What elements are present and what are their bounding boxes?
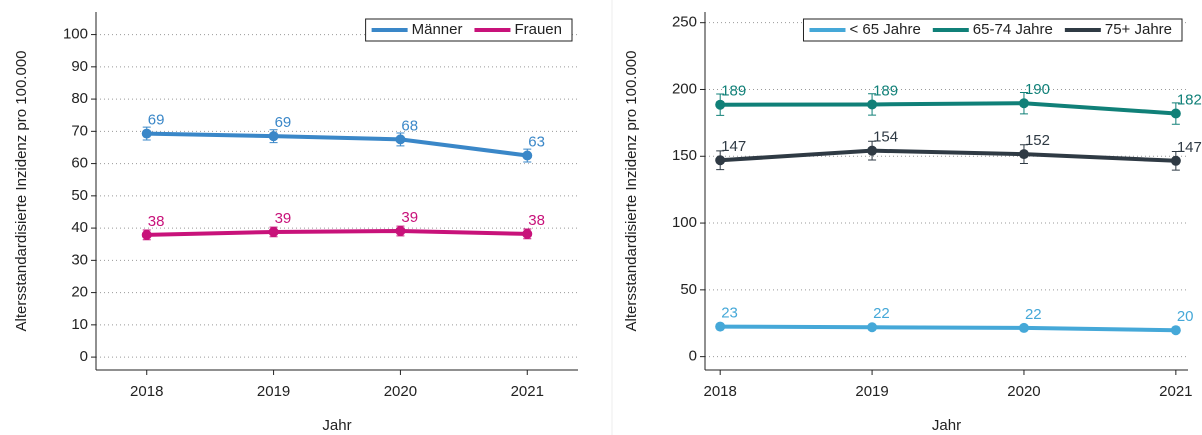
- series-line: [146, 131, 528, 158]
- x-tick-label: 2021: [511, 383, 544, 400]
- y-tick-label: 100: [63, 26, 88, 43]
- point: [1018, 322, 1029, 333]
- series-line: [146, 228, 528, 237]
- data-label: 189: [873, 82, 898, 99]
- point: [867, 322, 878, 333]
- point: [522, 228, 533, 239]
- x-tick-label: 2019: [855, 383, 888, 400]
- data-label: 68: [401, 117, 418, 134]
- data-label: 69: [275, 114, 292, 131]
- data-label: 147: [721, 138, 746, 155]
- series-line: [720, 324, 1176, 333]
- data-label: 190: [1025, 81, 1050, 98]
- data-label: 20: [1177, 308, 1194, 325]
- legend-label: 65-74 Jahre: [973, 21, 1053, 38]
- data-label: 152: [1025, 132, 1050, 149]
- data-label: 38: [528, 212, 545, 229]
- data-label: 22: [873, 305, 890, 322]
- x-tick-label: 2018: [704, 383, 737, 400]
- data-label: 63: [528, 133, 545, 150]
- point: [1170, 108, 1181, 119]
- point: [268, 226, 279, 237]
- legend: Männer Frauen: [365, 18, 573, 42]
- y-tick-label: 0: [80, 348, 88, 365]
- y-tick-label: 200: [672, 80, 697, 97]
- y-tick-label: 50: [680, 281, 697, 298]
- x-tick-label: 2021: [1159, 383, 1192, 400]
- x-tick-label: 2020: [1007, 383, 1040, 400]
- x-axis-label: Jahr: [932, 417, 961, 434]
- data-label: 154: [873, 129, 898, 146]
- point: [715, 99, 726, 110]
- y-tick-label: 100: [672, 214, 697, 231]
- y-tick-label: 0: [689, 348, 697, 365]
- point: [867, 145, 878, 156]
- series-line: [720, 148, 1176, 163]
- point: [141, 128, 152, 139]
- y-tick-label: 90: [71, 58, 88, 75]
- point: [1170, 325, 1181, 336]
- legend-label: < 65 Jahre: [849, 21, 920, 38]
- data-label: 189: [721, 83, 746, 100]
- data-label: 39: [401, 209, 418, 226]
- y-tick-label: 10: [71, 316, 88, 333]
- point: [1018, 98, 1029, 109]
- point: [141, 229, 152, 240]
- y-tick-label: 50: [71, 187, 88, 204]
- y-axis-label: Altersstandardisierte Inzidenz pro 100.0…: [623, 50, 640, 331]
- y-tick-label: 40: [71, 219, 88, 236]
- legend-label: Männer: [412, 21, 463, 38]
- legend-box: [365, 18, 573, 42]
- y-tick-label: 20: [71, 284, 88, 301]
- legend-label: 75+ Jahre: [1105, 21, 1172, 38]
- point: [522, 150, 533, 161]
- point: [715, 155, 726, 166]
- legend: < 65 Jahre 65-74 Jahre 75+ Jahre: [802, 18, 1183, 42]
- data-label: 39: [275, 210, 292, 227]
- y-tick-label: 80: [71, 90, 88, 107]
- legend-label: Frauen: [514, 21, 562, 38]
- y-tick-label: 150: [672, 147, 697, 164]
- data-label: 22: [1025, 306, 1042, 323]
- point: [1018, 149, 1029, 160]
- legend-box: [802, 18, 1183, 42]
- x-tick-label: 2018: [130, 383, 163, 400]
- y-axis-label: Altersstandardisierte Inzidenz pro 100.0…: [13, 50, 30, 331]
- x-axis-label: Jahr: [322, 417, 351, 434]
- series-line: [720, 101, 1176, 116]
- point: [867, 99, 878, 110]
- y-tick-label: 30: [71, 251, 88, 268]
- data-label: 69: [148, 112, 165, 129]
- y-tick-label: 60: [71, 155, 88, 172]
- x-tick-label: 2019: [257, 383, 290, 400]
- y-tick-label: 70: [71, 122, 88, 139]
- data-label: 182: [1177, 91, 1202, 108]
- point: [395, 134, 406, 145]
- data-label: 38: [148, 213, 165, 230]
- point: [1170, 155, 1181, 166]
- x-tick-label: 2020: [384, 383, 417, 400]
- point: [395, 225, 406, 236]
- point: [268, 131, 279, 142]
- data-label: 147: [1177, 139, 1202, 156]
- data-label: 23: [721, 305, 738, 322]
- y-tick-label: 250: [672, 14, 697, 31]
- point: [715, 321, 726, 332]
